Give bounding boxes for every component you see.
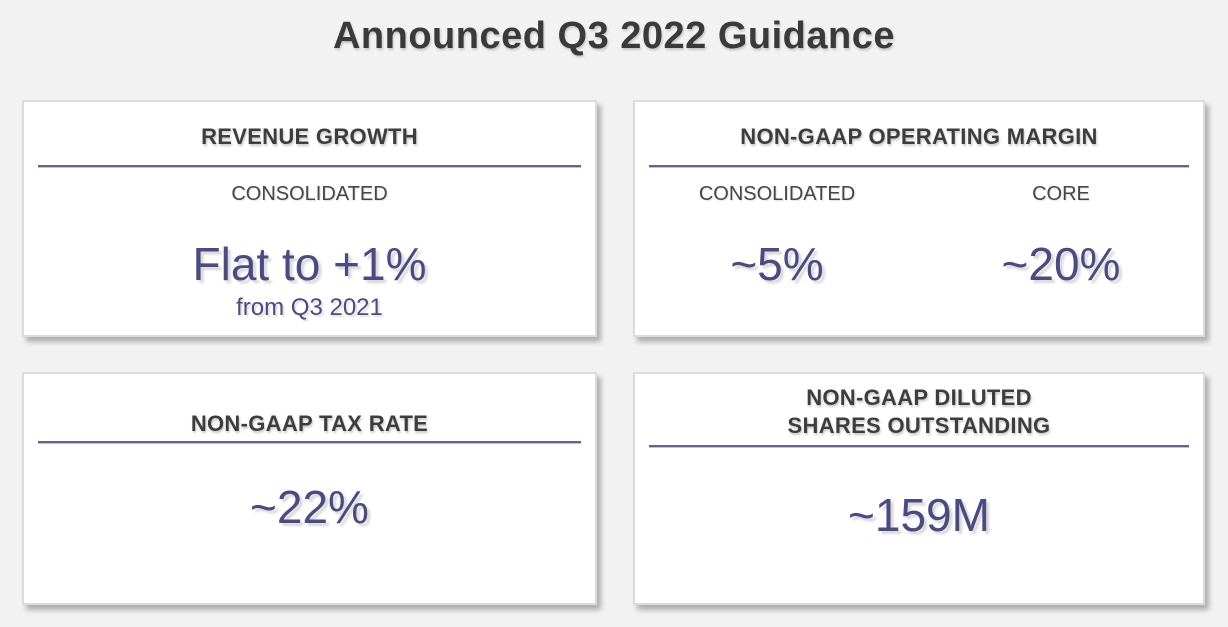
divider: [38, 441, 581, 443]
diluted-shares-title: NON-GAAP DILUTED SHARES OUTSTANDING: [635, 384, 1203, 440]
revenue-growth-comparison-note: from Q3 2021: [236, 294, 383, 321]
diluted-shares-title-line-2: SHARES OUTSTANDING: [787, 413, 1051, 438]
divider: [38, 165, 581, 167]
card-operating-margin: NON-GAAP OPERATING MARGIN CONSOLIDATED ~…: [633, 100, 1205, 337]
operating-margin-core-label: CORE: [1032, 183, 1090, 205]
card-tax-rate: NON-GAAP TAX RATE ~22%: [22, 372, 597, 605]
card-revenue-growth: REVENUE GROWTH CONSOLIDATED Flat to +1% …: [22, 100, 597, 337]
guidance-cards-grid: REVENUE GROWTH CONSOLIDATED Flat to +1% …: [22, 100, 1205, 605]
tax-rate-value: ~22%: [250, 481, 369, 533]
card-diluted-shares: NON-GAAP DILUTED SHARES OUTSTANDING ~159…: [633, 372, 1205, 605]
revenue-growth-title: REVENUE GROWTH: [201, 124, 418, 149]
revenue-growth-value: Flat to +1%: [192, 238, 427, 290]
divider: [649, 445, 1189, 447]
revenue-growth-segment-label: CONSOLIDATED: [231, 183, 388, 205]
operating-margin-consolidated-label: CONSOLIDATED: [698, 183, 856, 205]
operating-margin-columns: CONSOLIDATED ~5% CORE ~20%: [635, 182, 1203, 289]
slide-title: Announced Q3 2022 Guidance: [332, 15, 896, 57]
divider: [649, 165, 1189, 167]
diluted-shares-title-line-1: NON-GAAP DILUTED: [806, 385, 1032, 410]
diluted-shares-value: ~159M: [848, 489, 990, 541]
operating-margin-title: NON-GAAP OPERATING MARGIN: [740, 124, 1098, 149]
operating-margin-core-column: CORE ~20%: [919, 182, 1203, 289]
tax-rate-title: NON-GAAP TAX RATE: [190, 411, 429, 436]
operating-margin-consolidated-column: CONSOLIDATED ~5%: [635, 182, 919, 289]
operating-margin-consolidated-value: ~5%: [730, 238, 824, 290]
operating-margin-core-value: ~20%: [1001, 238, 1121, 290]
